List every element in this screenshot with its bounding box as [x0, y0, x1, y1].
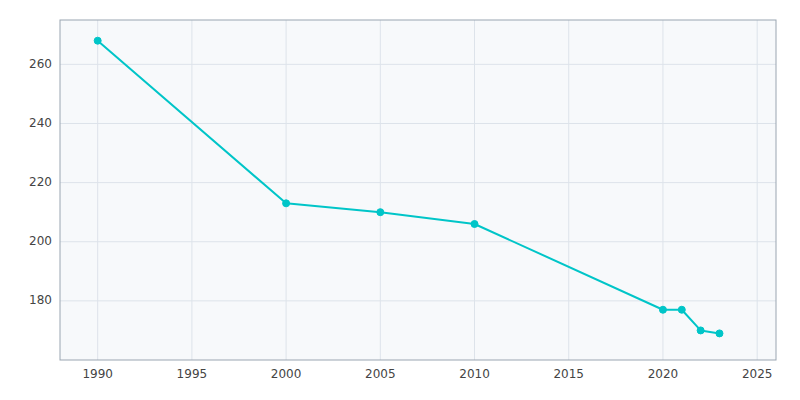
x-grid-line [191, 20, 192, 360]
x-grid-line [568, 20, 569, 360]
chart-container: 180 200 220 240 260 1990 1995 2000 2005 2010 2015 2… [0, 0, 800, 400]
plot-background [60, 20, 776, 360]
y-tick-label: 260 [29, 57, 52, 71]
y-grid-line [60, 300, 776, 301]
x-tick-label: 1990 [82, 367, 113, 381]
x-grid-line [380, 20, 381, 360]
x-tick-label: 2025 [742, 367, 773, 381]
x-grid-line [474, 20, 475, 360]
point [471, 221, 478, 228]
y-tick-label: 220 [29, 175, 52, 189]
x-tick-label: 2020 [648, 367, 679, 381]
x-tick-label: 2000 [271, 367, 302, 381]
point [678, 306, 685, 313]
line [98, 41, 720, 334]
x-tick-label: 2010 [459, 367, 490, 381]
data-layer [94, 37, 723, 337]
grid [60, 20, 776, 360]
point [697, 327, 704, 334]
x-grid-line [97, 20, 98, 360]
x-tick-label: 2015 [553, 367, 584, 381]
y-grid-line [60, 241, 776, 242]
x-grid-line [286, 20, 287, 360]
chart-svg: 180 200 220 240 260 1990 1995 2000 2005 2010 2015 2… [0, 0, 800, 400]
x-tick-label: 1995 [177, 367, 208, 381]
y-grid-line [60, 123, 776, 124]
point [659, 306, 666, 313]
point [283, 200, 290, 207]
x-grid-line [757, 20, 758, 360]
plot-frame [60, 20, 776, 360]
point [377, 209, 384, 216]
y-grid-line [60, 182, 776, 183]
axes: 180 200 220 240 260 1990 1995 2000 2005 2010 2015 2… [29, 57, 772, 381]
point [716, 330, 723, 337]
y-tick-label: 240 [29, 116, 52, 130]
point [94, 37, 101, 44]
y-grid-line [60, 64, 776, 65]
y-tick-label: 200 [29, 234, 52, 248]
y-tick-label: 180 [29, 293, 52, 307]
x-tick-label: 2005 [365, 367, 396, 381]
